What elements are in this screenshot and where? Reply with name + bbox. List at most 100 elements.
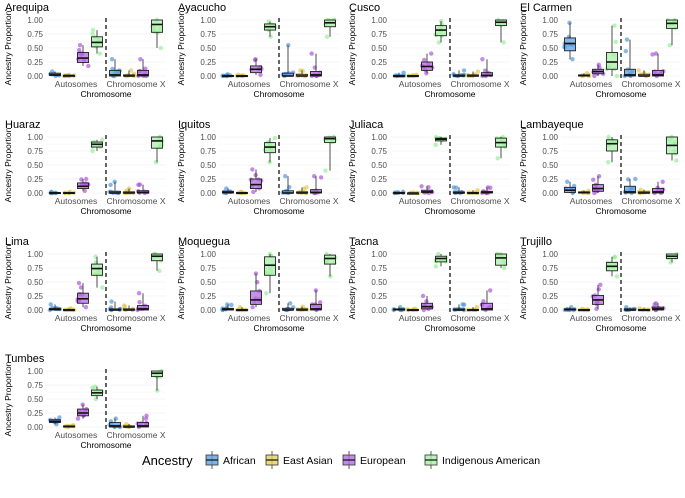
legend-label: African [223, 455, 256, 467]
box-tacna-chrx-european [479, 288, 493, 313]
data-point [461, 68, 467, 73]
data-point [313, 288, 319, 293]
box-huaraz-autosomes-indigenous-american [90, 137, 105, 154]
data-point [650, 52, 655, 57]
box-iqr [151, 136, 163, 149]
box-trujillo-autosomes-european [590, 282, 604, 312]
data-point [612, 255, 617, 260]
box-iquitos-autosomes-european [248, 167, 264, 195]
box-el-carmen-autosomes-east-asian [578, 71, 592, 79]
box-iqr [606, 52, 618, 70]
y-tick-label: 0.75 [371, 30, 387, 39]
box-el-carmen-chrx-east-asian [636, 68, 652, 79]
box-el-carmen-autosomes-indigenous-american [604, 23, 620, 79]
data-point [614, 274, 620, 279]
box-huaraz-autosomes-european [77, 176, 91, 193]
x-tick-label: Chromosome X [621, 313, 680, 323]
panel-title: Tacna [349, 236, 379, 248]
y-tick-label: 0.25 [27, 58, 43, 67]
data-point [252, 57, 258, 63]
y-tick-label: 0.75 [371, 264, 387, 273]
data-point [420, 293, 426, 299]
box-lambayeque-chrx-european [652, 179, 666, 196]
x-tick-label: Chromosome X [450, 313, 509, 323]
data-point [100, 285, 105, 290]
box-lima-chrx-european [135, 291, 149, 313]
data-point [625, 177, 631, 182]
y-tick-label: 0.50 [542, 44, 558, 53]
panel-tumbes: Tumbes 0.00 0.25 0.50 0.75 1.00 Ancestry Propo… [3, 353, 166, 450]
box-iqr [564, 37, 576, 52]
data-point [90, 148, 95, 154]
data-point [143, 66, 148, 71]
data-point [137, 299, 142, 305]
data-point [100, 137, 105, 142]
panel-trujillo: Trujillo 0.00 0.25 0.50 0.75 1.00 Ancestry Pro… [518, 236, 681, 333]
box-lima-autosomes-european [75, 280, 89, 310]
box-ayacucho-chrx-east-asian [294, 68, 308, 79]
x-tick-label: Autosomes [399, 313, 442, 323]
y-tick-label: 0.25 [542, 292, 558, 301]
y-tick-label: 1.00 [371, 250, 387, 259]
data-point [108, 182, 113, 188]
y-tick-label: 0.50 [200, 161, 216, 170]
box-iqr [151, 253, 163, 262]
y-tick-label: 1.00 [542, 250, 558, 259]
box-iqr [324, 136, 336, 144]
box-ayacucho-chrx-indigenous-american [323, 17, 337, 39]
x-axis-label: Chromosome [80, 440, 131, 450]
box-tacna-chrx-indigenous-american [494, 251, 508, 271]
x-axis-label: Chromosome [253, 206, 304, 216]
box-iquitos-chrx-european [310, 174, 324, 196]
box-lima-chrx-east-asian [121, 303, 136, 313]
y-axis-label: Ancestry Proportion [518, 244, 528, 319]
box-iquitos-autosomes-indigenous-american [262, 135, 278, 165]
panel-lima: Lima 0.00 0.25 0.50 0.75 1.00 Ancestry Proport… [3, 236, 166, 333]
data-point [633, 176, 638, 182]
box-iquitos-chrx-african [280, 174, 294, 196]
x-tick-label: Chromosome X [106, 313, 165, 323]
box-ayacucho-autosomes-indigenous-american [263, 19, 278, 39]
x-tick-label: Autosomes [399, 196, 442, 206]
legend-item-european: European [342, 451, 406, 469]
data-point [488, 288, 493, 293]
box-juliaca-autosomes-african [392, 189, 406, 196]
x-tick-label: Chromosome X [106, 196, 165, 206]
panel-title: Lambayeque [520, 119, 584, 131]
data-point [317, 300, 323, 305]
y-tick-label: 0.50 [542, 161, 558, 170]
box-arequipa-autosomes-european [76, 43, 91, 69]
box-tumbes-autosomes-european [75, 402, 89, 421]
y-tick-label: 0.75 [200, 147, 216, 156]
x-tick-label: Autosomes [55, 430, 98, 440]
y-axis-label: Ancestry Proportion [176, 127, 186, 202]
data-point [109, 299, 114, 304]
x-axis-label: Chromosome [595, 323, 646, 333]
y-tick-label: 0.00 [200, 189, 216, 198]
box-tumbes-chrx-african [107, 416, 123, 430]
y-tick-label: 0.00 [27, 189, 43, 198]
box-el-carmen-autosomes-european [591, 62, 606, 79]
box-cusco-autosomes-east-asian [406, 72, 419, 79]
x-tick-label: Chromosome X [106, 79, 165, 89]
box-iqr [137, 422, 149, 428]
y-tick-label: 0.75 [200, 30, 216, 39]
box-iqr [324, 254, 336, 265]
data-point [250, 305, 255, 310]
x-axis-label: Chromosome [253, 89, 304, 99]
x-axis-label: Chromosome [80, 323, 131, 333]
data-point [623, 48, 629, 54]
box-iqr [310, 71, 322, 77]
box-huaraz-autosomes-african [48, 189, 61, 196]
box-cusco-autosomes-african [392, 70, 407, 79]
data-point [461, 302, 467, 307]
x-tick-label: Autosomes [55, 79, 98, 89]
x-axis-label: Chromosome [80, 206, 131, 216]
panel-moquegua: Moquegua 0.00 0.25 0.50 0.75 1.00 Ancestry Pro… [176, 236, 339, 333]
y-tick-label: 0.00 [371, 306, 387, 315]
x-axis-label: Chromosome [253, 323, 304, 333]
x-tick-label: Autosomes [55, 196, 98, 206]
box-moquegua-chrx-african [282, 301, 296, 313]
box-ayacucho-autosomes-east-asian [234, 72, 248, 79]
